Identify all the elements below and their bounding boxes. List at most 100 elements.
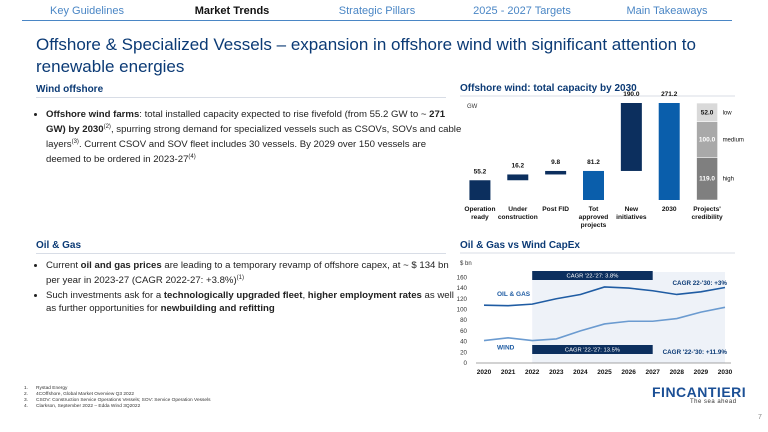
footnote: 4. Clarkson, September 2022 – Edda Wind 3… (24, 404, 211, 410)
bar (545, 170, 567, 175)
x-tick-label: 2030 (661, 206, 677, 213)
text-run: (2) (103, 124, 111, 130)
bullet: Offshore wind farms: total installed cap… (46, 108, 462, 167)
y-tick-label: 60 (460, 328, 467, 335)
footnote: 3. CSOV: Construction Service Operations … (24, 398, 211, 404)
y-tick-label: 0 (464, 360, 468, 367)
section-heading: Wind offshore (36, 84, 446, 98)
text-run: as well as further opportunities for (46, 290, 454, 315)
value-label: 16.2 (511, 162, 524, 169)
x-tick-label: Under construction (497, 206, 538, 221)
y-tick-label: 100 (457, 306, 468, 313)
y-axis-label: GW (467, 104, 478, 110)
value-label: 190.0 (623, 91, 640, 98)
x-tick-label: 2024 (573, 369, 588, 376)
annotation: CAGR '22-'30: +11.9% (663, 349, 728, 356)
y-tick-label: 160 (457, 274, 468, 281)
x-tick-label: 2027 (645, 369, 660, 376)
text-run: , spurring strong demand for specialized… (46, 124, 462, 151)
footnote-number: 3. (24, 398, 29, 403)
bullet-list: Current oil and gas prices are leading t… (32, 259, 462, 317)
segment-name: medium (723, 138, 744, 144)
footnote-number: 4. (24, 404, 29, 409)
x-tick-label: 2020 (477, 369, 492, 376)
text-run: higher employment rates (307, 290, 422, 302)
line-series (483, 306, 726, 342)
bar (583, 170, 604, 200)
nav-tab[interactable]: Strategic Pillars (338, 5, 416, 17)
section-heading: Oil & Gas (36, 240, 446, 254)
bar (507, 174, 529, 181)
x-tick-label: 2022 (525, 369, 540, 376)
tab-bar: Key Guidelines Market Trends Strategic Pil… (22, 3, 732, 21)
y-axis-label: $ bn (460, 261, 472, 267)
footnote-text: CSOV: Construction Service Operations Ve… (36, 398, 211, 403)
stack-segment (696, 102, 718, 122)
annotation-box (532, 271, 653, 280)
nav-tab[interactable]: Key Guidelines (50, 5, 124, 17)
footnote-number: 1. (24, 386, 29, 391)
text-run: 271 GW) by 2030 (46, 109, 446, 136)
series-label: WIND (497, 345, 515, 352)
value-label: 271.2 (661, 91, 678, 98)
slide-title: Offshore & Specialized Vessels – expansi… (36, 35, 696, 76)
bar (620, 103, 642, 171)
nav-tab[interactable]: Market Trends (194, 5, 270, 17)
x-tick-label: 2023 (549, 369, 564, 376)
segment-label: 119.0 (699, 176, 715, 183)
x-tick-label: Tot approved projects (578, 206, 609, 229)
value-label: 55.2 (474, 168, 487, 175)
chart-title: Oil & Gas vs Wind CapEx (460, 240, 580, 251)
logo-tagline: The sea ahead (690, 399, 737, 405)
text-run: : total installed capacity expected to r… (139, 109, 430, 120)
y-tick-label: 20 (460, 349, 467, 356)
text-run: are leading to a temporary revamp of off… (46, 260, 449, 287)
nav-tab[interactable]: Main Takeaways (626, 5, 708, 17)
x-tick-label: Projects' credibility (691, 206, 723, 221)
logo: FINCANTIERI (652, 384, 747, 400)
y-tick-label: 120 (457, 296, 468, 303)
footnote: 1. Rystad Energy (24, 386, 211, 392)
text-run: oil and gas prices (80, 260, 162, 271)
x-tick-label: 2025 (597, 369, 612, 376)
footnote-text: Clarkson, September 2022 – Edda Wind 3Q2… (36, 404, 141, 409)
nav-tab[interactable]: 2025 - 2027 Targets (473, 5, 571, 17)
bullet-list: Offshore wind farms: total installed cap… (32, 108, 462, 169)
x-tick-label: 2029 (694, 369, 709, 376)
text-run: . Current CSOV and SOV fleet includes 30… (46, 139, 427, 166)
value-label: 9.8 (551, 159, 560, 166)
footnote-text: Rystad Energy (36, 386, 68, 391)
x-tick-label: Operation ready (464, 206, 496, 221)
chart-title: Offshore wind: total capacity by 2030 (460, 83, 637, 94)
y-tick-label: 40 (460, 339, 467, 346)
annotation: CAGR '22-'27: 13.5% (565, 348, 620, 354)
annotation: CAGR 22-'30: +3% (672, 280, 727, 287)
bar (469, 180, 491, 200)
annotation-box (532, 345, 653, 354)
segment-label: 100.0 (699, 137, 716, 144)
text-run: , (302, 290, 308, 302)
text-run: Current (46, 260, 81, 271)
text-run: (3) (71, 139, 79, 146)
bullet: Current oil and gas prices are leading t… (46, 259, 462, 287)
line-series (483, 286, 726, 307)
x-tick-label: 2030 (718, 369, 733, 376)
y-tick-label: 140 (457, 285, 468, 292)
x-tick-label: 2026 (621, 369, 636, 376)
text-run: Such investments ask for a (46, 290, 164, 302)
footnote: 2. 4COffshore, Global Market Overview Q3 … (24, 392, 211, 398)
segment-name: high (723, 177, 734, 183)
footnotes: 1. Rystad Energy 2. 4COffshore, Global Mark… (24, 386, 211, 410)
text-run: newbuilding and refitting (160, 303, 275, 315)
footnote-text: 4COffshore, Global Market Overview Q3 20… (36, 392, 135, 397)
text-run: (1) (236, 275, 244, 281)
footnote-number: 2. (24, 392, 29, 397)
bar (658, 103, 680, 200)
text-run: Offshore wind farms (46, 109, 140, 120)
series-label: OIL & GAS (497, 291, 531, 298)
value-label: 81.2 (587, 159, 600, 166)
text-run: (4) (188, 154, 196, 161)
segment-name: low (723, 110, 733, 116)
